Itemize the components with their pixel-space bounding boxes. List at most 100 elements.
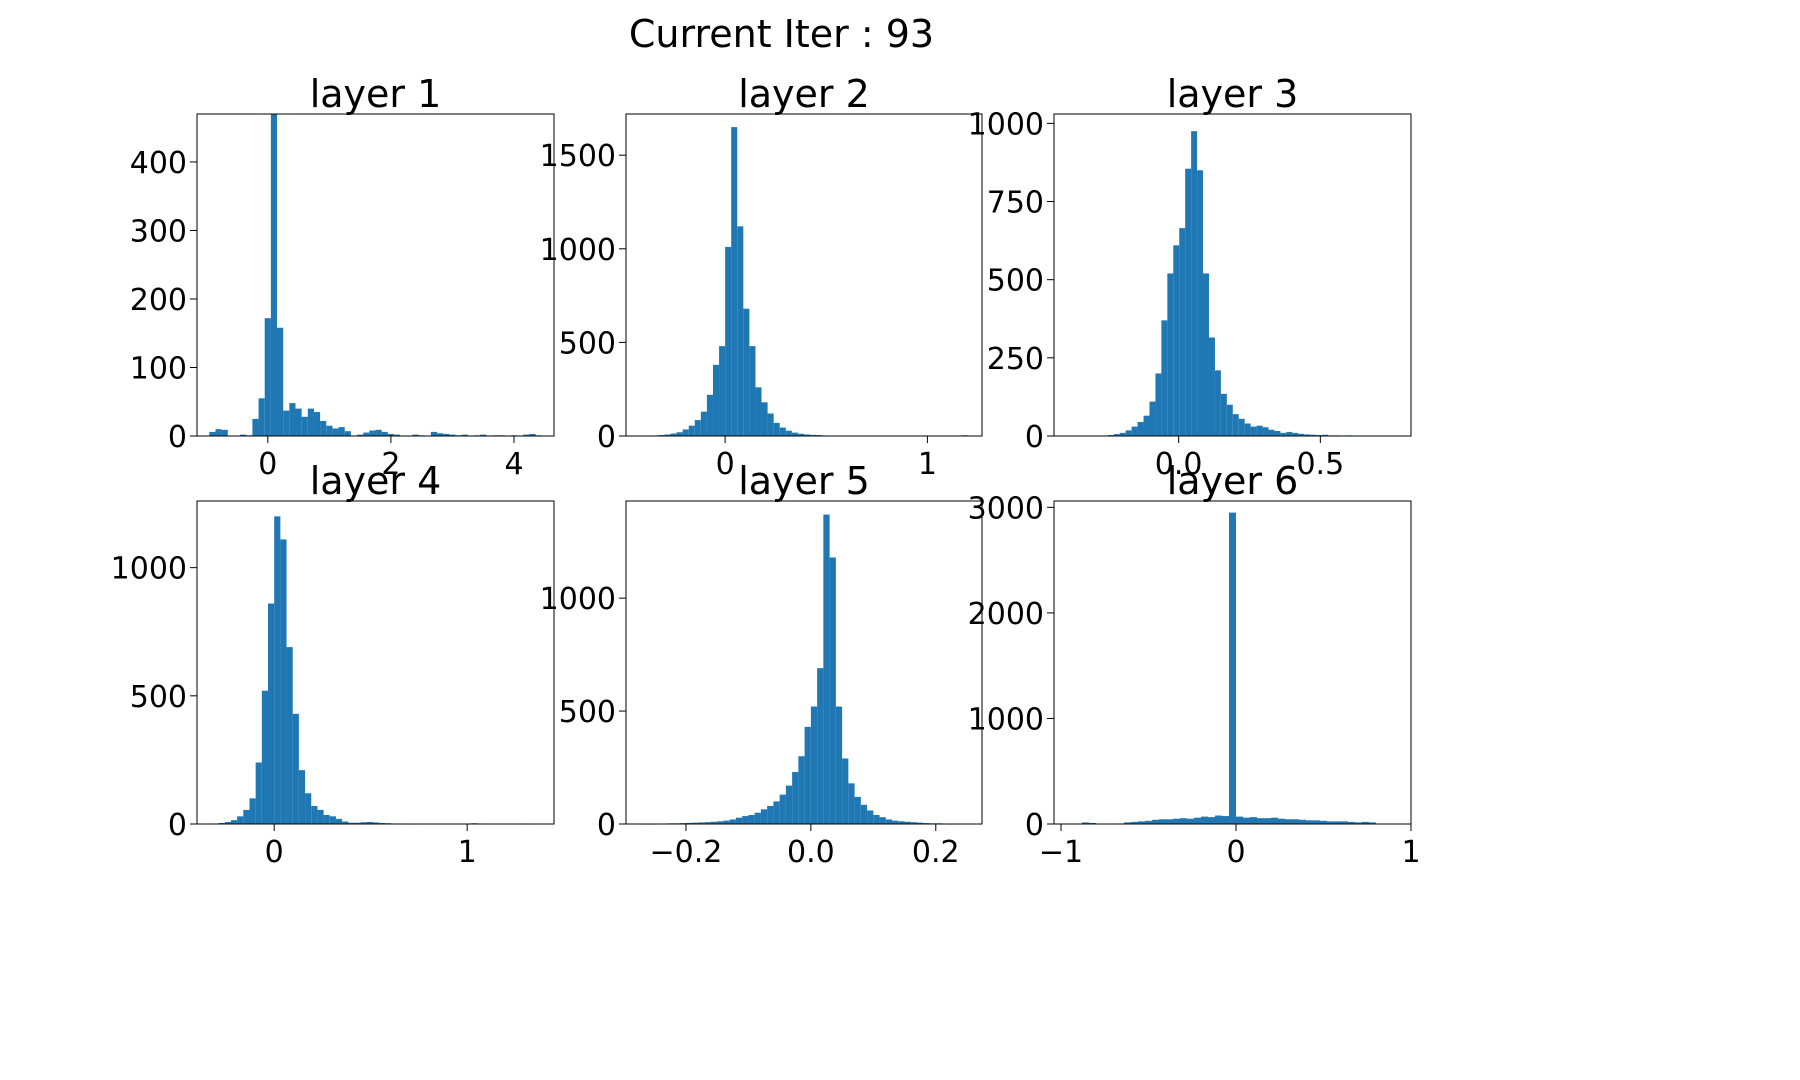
histogram-bar [1264, 818, 1271, 824]
histogram-bar [879, 817, 886, 824]
histogram-bar [461, 434, 468, 436]
histogram-bar [817, 668, 824, 824]
histogram-bar [1299, 819, 1306, 824]
panel-title: layer 6 [1167, 459, 1299, 503]
histogram-bars [1107, 131, 1376, 437]
x-tick-label: 0 [1226, 835, 1245, 870]
histogram-bar [804, 726, 811, 824]
histogram-bar [286, 647, 293, 824]
y-tick-label: 500 [987, 264, 1044, 299]
histogram-bar [1119, 432, 1126, 436]
histogram-bar [268, 603, 275, 824]
histogram-bar [761, 402, 768, 436]
histogram-bar [1215, 815, 1222, 824]
histogram-bar [712, 364, 720, 436]
histogram-bar [682, 429, 689, 436]
axes-frame [196, 500, 555, 825]
histogram-bar [372, 822, 380, 824]
histogram-bar [338, 427, 345, 436]
histogram-bar [743, 308, 750, 436]
histogram-bar [692, 822, 699, 824]
y-tick-label: 0 [1025, 808, 1044, 843]
histogram-bar [289, 403, 296, 436]
histogram-bar [344, 431, 351, 436]
histogram-bar [1322, 434, 1328, 436]
histogram-bar [1166, 819, 1173, 824]
y-tick-label: 1000 [968, 702, 1044, 737]
histogram-bar [917, 822, 924, 824]
histogram-bar [1201, 816, 1208, 824]
histogram-bar [760, 809, 768, 824]
histogram-bar [274, 516, 281, 824]
histogram-bar [430, 431, 438, 436]
histogram-bar [1256, 425, 1263, 436]
histogram-bar [860, 804, 868, 824]
histogram-bar [1341, 821, 1348, 824]
x-tick-label: 0.0 [1155, 447, 1203, 482]
histogram-bar [393, 434, 401, 436]
histogram-bar [412, 434, 419, 436]
histogram-bar [1271, 817, 1278, 824]
axes-frame [1053, 113, 1412, 437]
histogram-bar [1250, 426, 1257, 436]
histogram-bar [767, 413, 774, 436]
y-tick-label: 500 [130, 680, 187, 715]
histogram-bar [1222, 816, 1229, 824]
histogram-bar [1214, 370, 1221, 436]
y-tick-label: 200 [130, 283, 187, 318]
histogram-bar [676, 432, 683, 436]
histogram-bar [209, 431, 216, 436]
histogram-bar [1220, 393, 1227, 436]
histogram-bar [700, 411, 707, 436]
y-tick-label: 0 [168, 808, 187, 843]
y-tick-label: 1000 [968, 107, 1044, 142]
y-tick-label: 3000 [968, 491, 1044, 526]
histogram-bar [1124, 822, 1131, 824]
histogram-bar [1173, 818, 1180, 824]
histogram-bar [1313, 820, 1320, 824]
histogram-bar [710, 821, 718, 824]
histogram-panel-5: layer 5 −0.2 0.0 0.2 0 500 1000 [540, 459, 983, 870]
histogram-bar [767, 805, 774, 824]
histogram-bar [360, 822, 367, 824]
histogram-bar [295, 408, 302, 436]
histogram-bar [1173, 245, 1180, 436]
histogram-panel-4: layer 4 0 1 0 500 1000 [111, 459, 555, 870]
histogram-bar [252, 418, 259, 436]
x-tick-label: 1 [458, 835, 477, 870]
histogram-bar [1274, 431, 1281, 436]
histogram-bar [357, 434, 364, 436]
histogram-bar [1236, 816, 1243, 824]
histogram-bar [1286, 431, 1293, 436]
histogram-bar [1197, 170, 1204, 436]
histogram-bar [313, 412, 321, 436]
y-tick-label: 300 [130, 214, 187, 249]
histogram-bar [381, 431, 388, 436]
histogram-bar [326, 425, 333, 436]
x-tick-label: 0 [258, 447, 277, 482]
histogram-bar [1238, 418, 1245, 436]
histogram-bar [1179, 228, 1186, 436]
histogram-bar [1137, 421, 1144, 436]
axes-frame [625, 113, 983, 437]
histogram-bar [1334, 821, 1341, 824]
histogram-bar [1285, 819, 1292, 824]
histogram-bar [240, 434, 247, 436]
histogram-bar [742, 816, 749, 824]
histogram-bar [366, 821, 373, 824]
histogram-bar [1250, 817, 1257, 824]
y-tick-label: 1500 [540, 139, 616, 174]
histogram-bar [804, 434, 811, 436]
x-tick-label: 0 [265, 835, 284, 870]
x-tick-label: 4 [504, 447, 523, 482]
histogram-bar [719, 346, 726, 436]
histogram-bar [292, 713, 299, 824]
y-tick-label: 0 [168, 420, 187, 455]
histogram-bar [1244, 423, 1251, 436]
histogram-bar [1187, 818, 1194, 824]
histogram-bar [754, 812, 761, 824]
histogram-bar [387, 433, 394, 436]
y-tick-label: 2000 [968, 597, 1044, 632]
histogram-bars [212, 516, 534, 825]
